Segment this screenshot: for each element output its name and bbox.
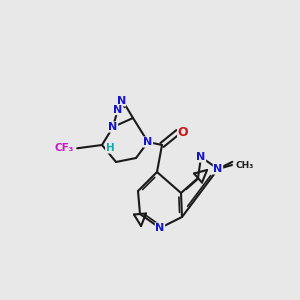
Text: CF₃: CF₃ xyxy=(55,143,74,153)
Text: H: H xyxy=(106,143,114,153)
Text: N: N xyxy=(213,164,223,174)
Text: N: N xyxy=(108,122,118,132)
Text: CH₃: CH₃ xyxy=(236,160,254,169)
Text: N: N xyxy=(113,104,122,115)
Text: N: N xyxy=(143,137,153,147)
Text: N: N xyxy=(196,152,206,162)
Text: O: O xyxy=(178,127,188,140)
Text: N: N xyxy=(116,96,126,106)
Text: N: N xyxy=(155,223,165,233)
